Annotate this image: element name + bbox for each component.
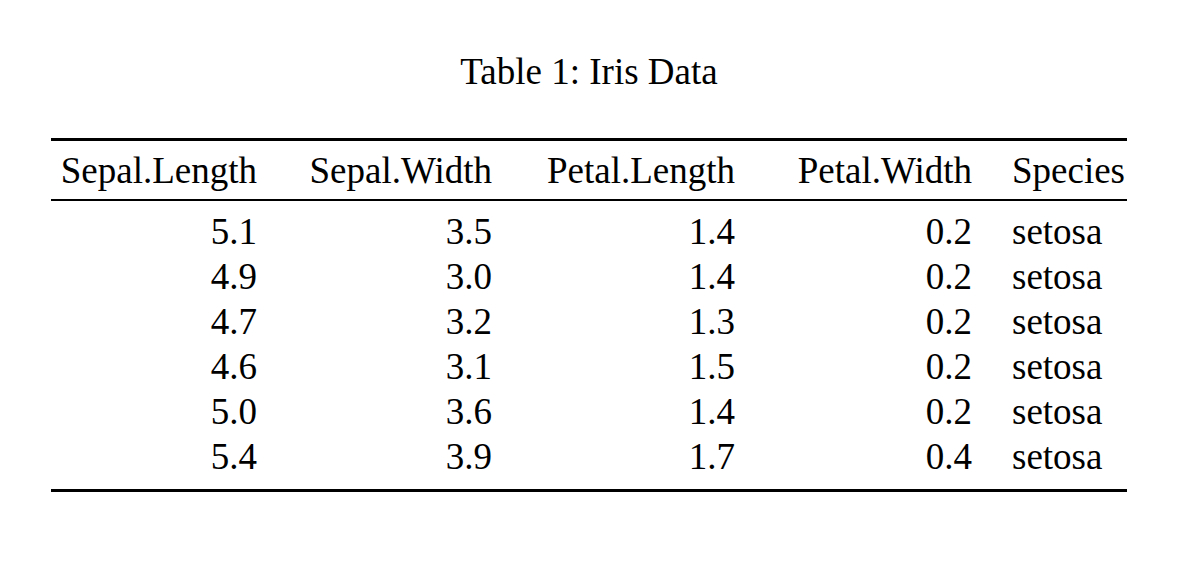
table-cell: 3.1 (257, 344, 492, 389)
table-cell: 1.4 (492, 200, 735, 254)
table-cell: 5.0 (51, 389, 257, 434)
table-cell: setosa (972, 434, 1127, 491)
table-cell: 3.0 (257, 254, 492, 299)
table-cell: 0.2 (735, 389, 972, 434)
iris-data-table: Sepal.LengthSepal.WidthPetal.LengthPetal… (51, 138, 1127, 492)
column-header: Species (972, 140, 1127, 201)
table-cell: 3.6 (257, 389, 492, 434)
table-row: 5.13.51.40.2setosa (51, 200, 1127, 254)
table-cell: 5.4 (51, 434, 257, 491)
table-row: 4.73.21.30.2setosa (51, 299, 1127, 344)
document-page: Table 1: Iris Data Sepal.LengthSepal.Wid… (0, 0, 1202, 580)
table-cell: 1.3 (492, 299, 735, 344)
table-cell: setosa (972, 299, 1127, 344)
table-cell: setosa (972, 389, 1127, 434)
table-header-row: Sepal.LengthSepal.WidthPetal.LengthPetal… (51, 140, 1127, 201)
table-cell: 1.4 (492, 389, 735, 434)
table-cell: 4.6 (51, 344, 257, 389)
column-header: Sepal.Length (51, 140, 257, 201)
table-cell: 1.4 (492, 254, 735, 299)
table-cell: 4.7 (51, 299, 257, 344)
table-cell: 1.5 (492, 344, 735, 389)
column-header: Petal.Length (492, 140, 735, 201)
table-cell: setosa (972, 254, 1127, 299)
table-cell: 5.1 (51, 200, 257, 254)
table-cell: 0.2 (735, 344, 972, 389)
table-body: 5.13.51.40.2setosa4.93.01.40.2setosa4.73… (51, 200, 1127, 491)
table-row: 5.43.91.70.4setosa (51, 434, 1127, 491)
table-cell: 0.2 (735, 254, 972, 299)
table-row: 4.93.01.40.2setosa (51, 254, 1127, 299)
table-row: 4.63.11.50.2setosa (51, 344, 1127, 389)
table-cell: 0.2 (735, 299, 972, 344)
table-caption: Table 1: Iris Data (51, 50, 1127, 93)
column-header: Sepal.Width (257, 140, 492, 201)
table-cell: 1.7 (492, 434, 735, 491)
table-cell: 3.5 (257, 200, 492, 254)
table-cell: setosa (972, 200, 1127, 254)
column-header: Petal.Width (735, 140, 972, 201)
table-cell: 0.2 (735, 200, 972, 254)
table-cell: 0.4 (735, 434, 972, 491)
table-cell: 3.2 (257, 299, 492, 344)
table-cell: 3.9 (257, 434, 492, 491)
table-row: 5.03.61.40.2setosa (51, 389, 1127, 434)
table-cell: 4.9 (51, 254, 257, 299)
table-cell: setosa (972, 344, 1127, 389)
